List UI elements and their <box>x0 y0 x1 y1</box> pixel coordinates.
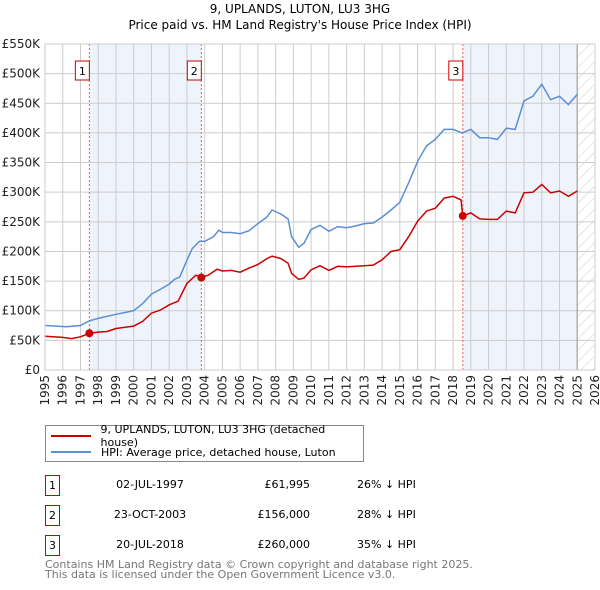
x-tick-label: 2016 <box>411 375 425 406</box>
y-tick-label: £200K <box>2 244 42 258</box>
x-tick-label: 2002 <box>162 375 176 406</box>
x-tick-label: 2012 <box>340 375 354 406</box>
table-row: 1 02-JUL-1997 £61,995 26% ↓ HPI <box>45 475 416 496</box>
legend-swatch-red <box>51 435 91 437</box>
y-tick-label: £100K <box>2 304 42 318</box>
sale-price: £61,995 <box>264 478 311 491</box>
y-tick-label: £500K <box>2 67 42 81</box>
x-tick-label: 2007 <box>251 375 265 406</box>
sale-marker-box <box>448 60 464 81</box>
sale-point <box>458 211 467 220</box>
footer-licence: This data is licensed under the Open Gov… <box>45 568 396 581</box>
series-line <box>44 82 578 328</box>
shaded-period <box>462 44 578 370</box>
table-row: 3 20-JUL-2018 £260,000 35% ↓ HPI <box>45 535 416 556</box>
sale-hpi-diff: 28% ↓ HPI <box>357 508 416 521</box>
sale-point <box>197 273 206 282</box>
y-tick-label: £50K <box>9 333 41 347</box>
x-tick-label: 2011 <box>322 375 336 406</box>
x-tick-label: 2004 <box>198 375 212 406</box>
x-tick-label: 2025 <box>570 375 584 406</box>
x-tick-label: 2024 <box>553 375 567 406</box>
x-tick-label: 2000 <box>127 375 141 406</box>
legend: 9, UPLANDS, LUTON, LU3 3HG (detached hou… <box>45 423 364 462</box>
sale-date: 02-JUL-1997 <box>116 478 184 491</box>
sale-price: £156,000 <box>257 508 311 521</box>
sale-hpi-diff: 26% ↓ HPI <box>357 478 416 491</box>
shaded-period <box>89 44 202 370</box>
x-tick-label: 1995 <box>38 375 52 406</box>
sale-marker-badge: 1 <box>45 475 60 496</box>
x-tick-label: 2018 <box>446 375 460 406</box>
y-tick-label: £0 <box>25 363 40 377</box>
x-tick-label: 1997 <box>73 375 87 406</box>
x-tick-label: 2003 <box>180 375 194 406</box>
price-chart: 9, UPLANDS, LUTON, LU3 3HG Price paid vs… <box>2 2 600 406</box>
sale-date: 23-OCT-2003 <box>113 508 187 521</box>
sale-marker-badge: 2 <box>45 505 60 526</box>
y-tick-label: £450K <box>2 96 42 110</box>
series-line <box>44 183 578 340</box>
sale-marker-label: 1 <box>79 65 86 78</box>
chart-title: 9, UPLANDS, LUTON, LU3 3HG <box>210 2 390 16</box>
x-tick-label: 2010 <box>304 375 318 406</box>
sale-point <box>85 329 94 338</box>
y-tick-label: £400K <box>2 126 42 140</box>
x-tick-label: 2026 <box>588 375 600 406</box>
sale-marker-box <box>186 60 202 81</box>
x-tick-label: 2022 <box>517 375 531 406</box>
y-tick-label: £150K <box>2 274 42 288</box>
y-tick-label: £550K <box>2 37 42 51</box>
x-tick-label: 1998 <box>91 375 105 406</box>
x-tick-label: 2021 <box>499 375 513 406</box>
legend-swatch-blue <box>51 451 91 453</box>
footer-copyright: Contains HM Land Registry data © Crown c… <box>45 558 473 571</box>
legend-item-hpi: HPI: Average price, detached house, Luto… <box>51 444 336 460</box>
y-tick-label: £300K <box>2 185 42 199</box>
sale-date: 20-JUL-2018 <box>116 538 184 551</box>
sale-hpi-diff: 35% ↓ HPI <box>357 538 416 551</box>
x-tick-label: 2023 <box>535 375 549 406</box>
y-tick-label: £250K <box>2 215 42 229</box>
x-tick-label: 2017 <box>428 375 442 406</box>
x-tick-label: 2019 <box>464 375 478 406</box>
table-row: 2 23-OCT-2003 £156,000 28% ↓ HPI <box>45 505 416 526</box>
x-tick-label: 2014 <box>375 375 389 406</box>
x-tick-label: 2008 <box>269 375 283 406</box>
x-tick-label: 2001 <box>144 375 158 406</box>
x-tick-label: 2009 <box>286 375 300 406</box>
sale-price: £260,000 <box>257 538 311 551</box>
sale-marker-box <box>74 60 90 81</box>
x-tick-label: 2015 <box>393 375 407 406</box>
legend-label: HPI: Average price, detached house, Luto… <box>101 445 336 459</box>
sale-marker-label: 3 <box>452 65 459 78</box>
legend-label: 9, UPLANDS, LUTON, LU3 3HG (detached hou… <box>100 423 326 449</box>
x-tick-label: 1996 <box>56 375 70 406</box>
x-tick-label: 2020 <box>482 375 496 406</box>
x-tick-label: 2005 <box>215 375 229 406</box>
plot-border <box>44 43 596 371</box>
x-tick-label: 1999 <box>109 375 123 406</box>
legend-item-property: 9, UPLANDS, LUTON, LU3 3HG (detached hou… <box>51 423 363 449</box>
sale-marker-label: 2 <box>191 65 198 78</box>
x-tick-label: 2013 <box>357 375 371 406</box>
x-tick-label: 2006 <box>233 375 247 406</box>
chart-subtitle: Price paid vs. HM Land Registry's House … <box>128 18 471 32</box>
footer: Contains HM Land Registry data © Crown c… <box>45 558 473 581</box>
future-hatch <box>578 44 595 370</box>
sale-marker-badge: 3 <box>45 535 60 556</box>
y-tick-label: £350K <box>2 156 42 170</box>
